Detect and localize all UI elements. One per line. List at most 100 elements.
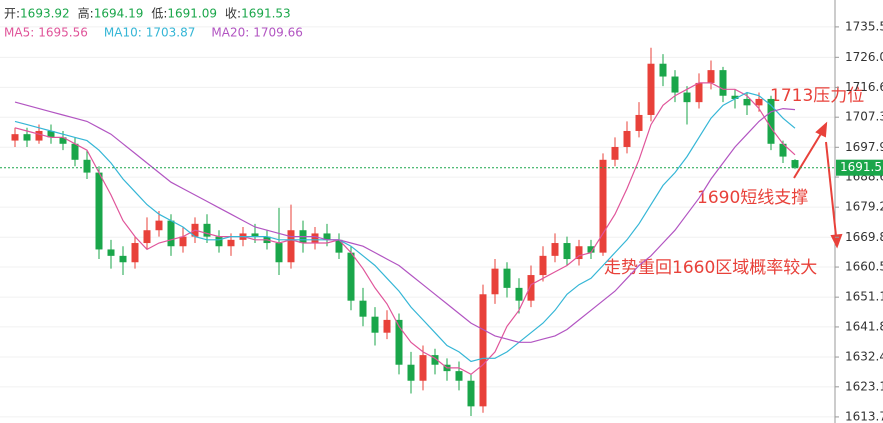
candle-body: [335, 239, 343, 253]
candle-body: [179, 236, 187, 247]
ohlc-label: 开:: [4, 7, 20, 21]
candle-body: [647, 63, 655, 115]
candle-body: [551, 243, 559, 256]
candle-body: [407, 364, 415, 381]
candle-body: [71, 143, 79, 160]
legend-name: MA20:: [211, 26, 249, 40]
candle-body: [755, 98, 763, 106]
candle-body: [347, 252, 355, 301]
candle-body: [419, 355, 427, 381]
candle-body: [47, 130, 55, 138]
y-tick-label: 1613.7: [845, 409, 883, 423]
candle-body: [623, 130, 631, 147]
candle-body: [359, 300, 367, 317]
candle-body: [611, 146, 619, 160]
arrow-head: [830, 233, 843, 249]
candle-body: [587, 246, 595, 253]
ma-line: [14, 101, 796, 343]
ohlc-label: 收:: [225, 7, 241, 21]
y-tick-label: 1651.1: [845, 290, 883, 304]
y-tick-label: 1707.3: [845, 110, 883, 124]
candle-body: [707, 70, 715, 83]
candle-body: [227, 239, 235, 247]
arrow: [825, 141, 837, 237]
candle-body: [107, 249, 115, 256]
candle-body: [275, 243, 283, 263]
candle-body: [503, 268, 511, 288]
y-tick-label: 1660.5: [845, 260, 883, 274]
candle-body: [539, 255, 547, 276]
y-tick-label: 1632.4: [845, 350, 883, 364]
annotation: 1713压力位: [770, 86, 864, 106]
candle-body: [395, 319, 403, 365]
candle-body: [635, 114, 643, 131]
candle-body: [311, 233, 319, 244]
candle-body: [155, 220, 163, 231]
ma-line: [14, 91, 796, 363]
candle-body: [659, 63, 667, 77]
y-tick-label: 1679.2: [845, 200, 883, 214]
ohlc-label: 低:: [151, 7, 167, 21]
annotation: 1690短线支撑: [697, 188, 808, 208]
candle-body: [23, 134, 31, 141]
candle-body: [779, 143, 787, 157]
candle-body: [527, 275, 535, 301]
candle-body: [479, 294, 487, 407]
arrow: [793, 131, 823, 179]
candle-body: [83, 159, 91, 173]
candle-body: [683, 92, 691, 103]
legend-value: 1703.87: [146, 26, 196, 40]
arrow-head: [815, 121, 828, 138]
ohlc-value: 1691.09: [167, 7, 217, 21]
candle-body: [383, 319, 391, 333]
candle-body: [131, 243, 139, 263]
y-tick-label: 1669.8: [845, 230, 883, 244]
candle-body: [515, 287, 523, 301]
ohlc-value: 1691.53: [241, 7, 291, 21]
candle-body: [167, 220, 175, 247]
candle-body: [95, 172, 103, 250]
candle-body: [695, 82, 703, 103]
ohlc-label: 高:: [78, 6, 94, 21]
candle-body: [59, 137, 67, 144]
y-tick-label: 1716.6: [845, 80, 883, 94]
arrows: [793, 121, 843, 249]
candle-body: [215, 236, 223, 247]
candle-body: [575, 246, 583, 260]
candle-body: [719, 70, 727, 96]
last-price-label: 1691.53: [840, 160, 883, 174]
candle-body: [599, 159, 607, 253]
y-tick-label: 1726.0: [845, 50, 883, 64]
legend-name: MA5:: [4, 26, 34, 40]
candle-body: [287, 230, 295, 263]
candle-body: [731, 95, 739, 99]
candle-body: [431, 355, 439, 365]
candle-body: [767, 98, 775, 144]
candle-body: [251, 233, 259, 237]
y-tick-label: 1697.9: [845, 140, 883, 154]
candle-body: [11, 134, 19, 141]
legend-name: MA10:: [104, 26, 142, 40]
candle-body: [119, 255, 127, 263]
ohlc-value: 1694.19: [94, 7, 144, 21]
candle-body: [143, 230, 151, 244]
candle-body: [791, 160, 799, 168]
candle-body: [323, 233, 331, 240]
legend-value: 1709.66: [253, 26, 303, 40]
candle-body: [35, 130, 43, 141]
candle-body: [743, 98, 751, 106]
candle-body: [203, 223, 211, 237]
y-tick-label: 1735.5: [845, 19, 883, 33]
candle-body: [455, 371, 463, 381]
y-tick-label: 1641.8: [845, 319, 883, 333]
candle-body: [467, 380, 475, 407]
legend-value: 1695.56: [38, 26, 88, 40]
candle-body: [671, 76, 679, 93]
ma-line: [14, 82, 796, 376]
annotation: 走势重回1660区域概率较大: [604, 258, 817, 278]
candle-body: [563, 243, 571, 260]
candle-body: [371, 316, 379, 333]
last-price-tag: [836, 159, 883, 176]
candle-body: [491, 268, 499, 295]
